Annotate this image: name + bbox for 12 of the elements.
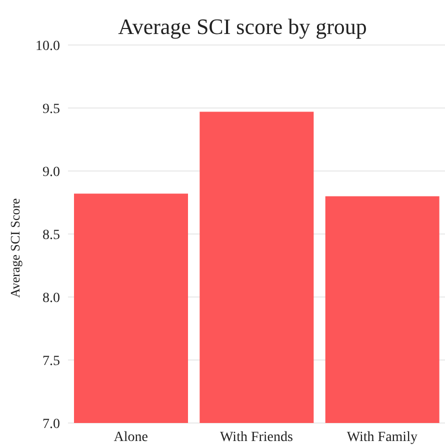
y-tick-label: 8.5 [42,228,60,243]
x-tick-label: Alone [114,430,148,445]
y-tick-label: 9.5 [42,102,60,117]
y-tick-label: 7.5 [42,354,60,369]
y-tick-label: 8.0 [42,290,60,306]
y-tick-label: 7.0 [42,416,60,432]
x-tick-label: With Family [346,430,418,445]
y-tick-label: 9.0 [42,164,60,180]
x-tick-label: With Friends [220,430,293,445]
chart-title: Average SCI score by group [117,14,368,40]
y-axis-title: Average SCI Score [8,198,24,298]
y-tick-label: 10.0 [36,38,60,54]
